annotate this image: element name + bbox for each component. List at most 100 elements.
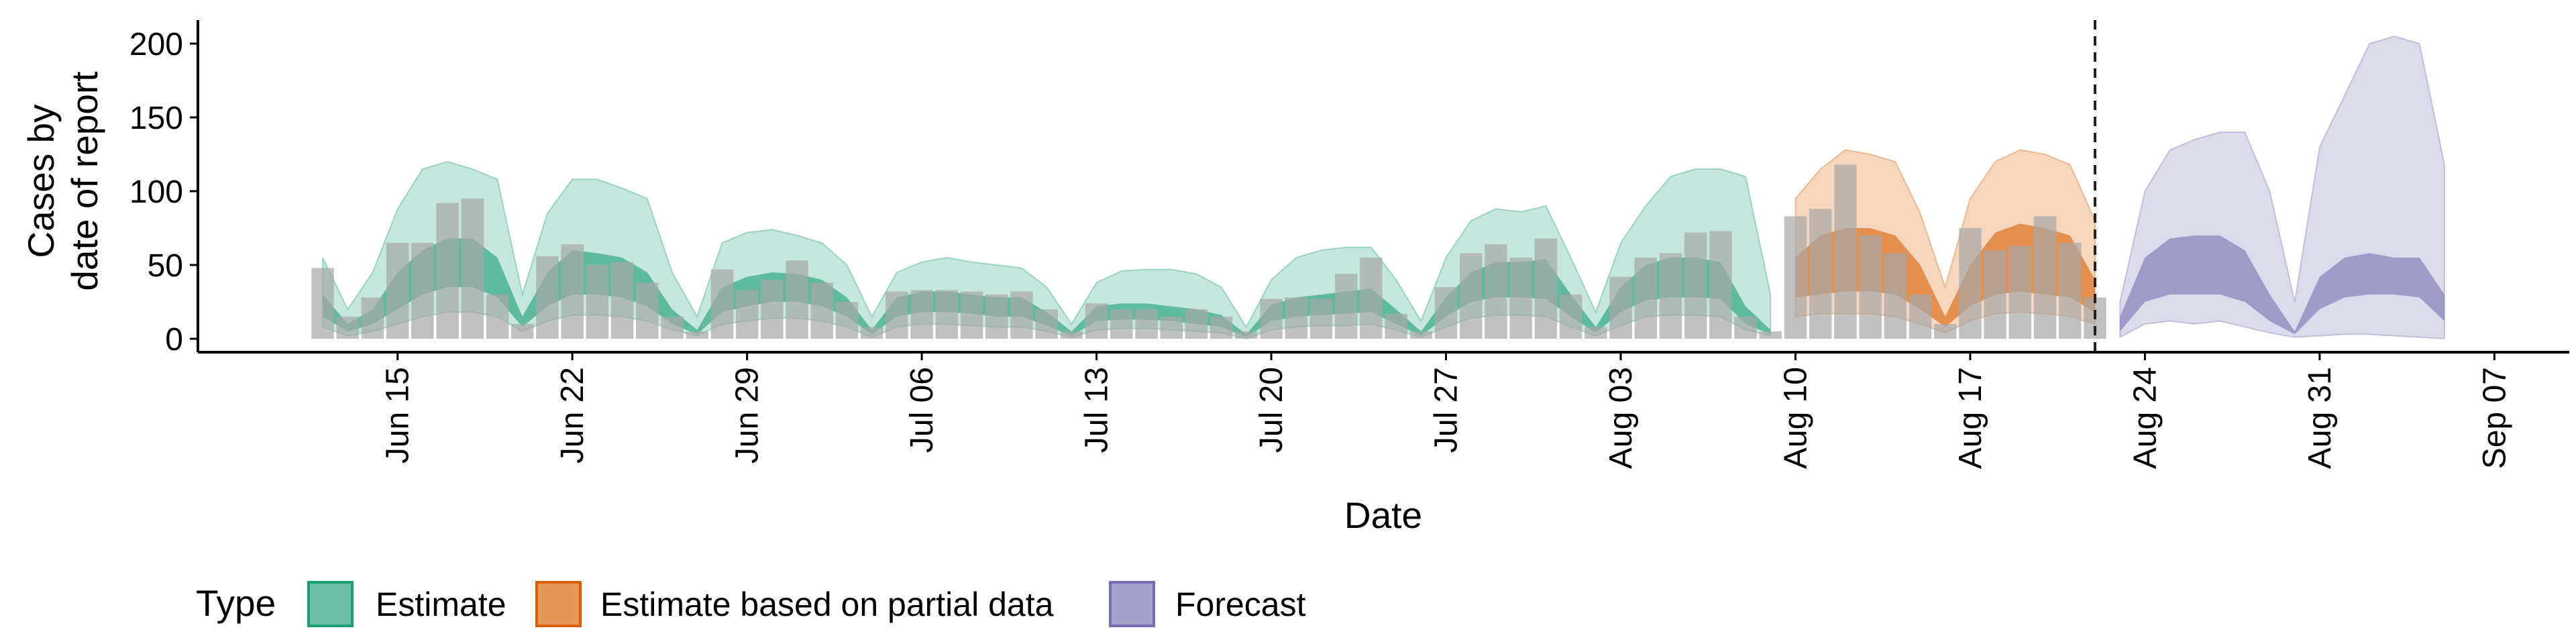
observed-bar [461,199,484,339]
y-tick-label: 150 [129,101,183,136]
legend-label-estimate: Estimate [376,586,506,623]
x-tick-label: Jun 29 [730,367,765,464]
observed-bar [311,268,334,339]
observed-bar [1160,317,1183,339]
observed-bar [860,327,883,339]
observed-bar [710,269,734,339]
y-tick-label: 200 [129,27,183,62]
observed-bar [361,297,384,339]
observed-bar [1534,238,1558,339]
forecast-inner-band [2120,235,2445,335]
legend-key-forecast [1109,581,1155,627]
observed-bar [1834,164,1857,339]
x-tick-label: Sep 07 [2477,367,2512,469]
observed-bar [436,203,459,339]
observed-bar [2008,246,2032,339]
observed-bar [561,244,584,339]
x-axis-label: Date [1344,494,1422,536]
observed-bar [1559,294,1582,339]
observed-bar [336,317,359,339]
observed-bar [1934,324,1957,339]
observed-bar [1859,235,1882,339]
observed-bar [835,302,859,339]
y-tick-label: 0 [165,322,183,358]
observed-bar [536,256,559,339]
observed-bar [1884,253,1907,339]
observed-bar [1010,291,1033,339]
legend-label-estimate-based-on-partial-data: Estimate based on partial data [600,586,1054,623]
observed-bar [1759,331,1782,339]
observed-bar [810,282,833,339]
observed-bar [1434,287,1458,339]
observed-bar [1634,258,1657,339]
observed-bar [1060,331,1083,339]
observed-bar [1509,258,1532,339]
observed-bar [1609,276,1632,339]
observed-bar [1110,309,1133,339]
x-tick-label: Jul 06 [904,367,940,453]
y-axis-label-line-1: Cases by [20,104,62,258]
observed-bar [1334,274,1358,339]
observed-bar [735,290,759,339]
x-tick-label: Jul 27 [1429,367,1464,453]
observed-bar [1684,232,1707,339]
x-tick-label: Jul 13 [1079,367,1115,453]
legend-key-estimate-based-on-partial-data [535,581,582,627]
legend-title: Type [196,582,276,624]
x-tick-label: Jun 15 [380,367,416,464]
observed-bar [1185,309,1208,339]
observed-bar [1959,228,1982,339]
observed-bar [2059,243,2082,339]
observed-bar [1734,317,1757,339]
observed-bar [1235,331,1258,339]
y-tick-label: 50 [148,248,183,284]
legend: Type Estimate Estimate based on partial d… [196,581,1306,627]
observed-bar [1360,258,1383,339]
axes: 0 50 100 150 200 Jun 15 Jun 22 Jun 29 Jul 06 Jul … [129,20,2569,469]
x-tick-label: Aug 17 [1953,367,1988,469]
observed-bar [1784,216,1807,339]
observed-bar [636,282,659,339]
legend-label-forecast: Forecast [1175,586,1306,623]
observed-bar [586,265,609,339]
observed-bar [486,294,509,339]
observed-bar [1709,231,1732,339]
observed-bar [411,243,434,339]
observed-bar [761,280,784,339]
observed-bar [1460,253,1483,339]
observed-bar [1485,244,1507,339]
y-tick-label: 100 [129,174,183,210]
observed-bar [2033,216,2057,339]
observed-bar [1585,327,1607,339]
observed-bar [1984,250,2006,339]
observed-bar [610,262,634,339]
observed-bar [1035,309,1058,339]
observed-bar [686,331,708,339]
legend-key-estimate [307,581,354,627]
observed-bar [1809,209,1832,339]
observed-bar [1285,297,1307,339]
observed-bar [1135,309,1158,339]
observed-bar [786,260,808,339]
x-tick-label: Aug 31 [2302,367,2338,469]
x-tick-label: Aug 10 [1778,367,1813,469]
observed-bar [1385,313,1407,339]
observed-bar [386,243,409,339]
observed-bar [1260,299,1283,339]
observed-bar [1659,253,1682,339]
observed-bar [1409,331,1433,339]
observed-bar [985,294,1008,339]
observed-cases-bars [311,164,2106,339]
observed-bar [511,324,534,339]
x-tick-label: Aug 03 [1603,367,1639,469]
observed-bar [935,290,959,339]
x-tick-label: Aug 24 [2127,367,2163,469]
x-tick-label: Jul 20 [1254,367,1289,453]
observed-bar [661,317,684,339]
observed-bar [1085,303,1108,339]
observed-bar [960,291,983,339]
observed-bar [1909,294,1932,339]
observed-bar [1210,317,1233,339]
y-axis-label-line-2: date of report [64,71,105,290]
